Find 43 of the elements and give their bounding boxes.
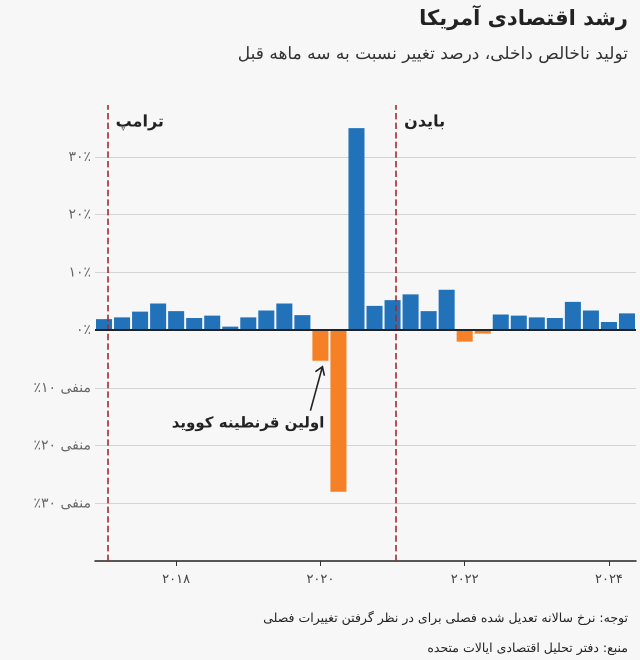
text: منبع: دفتر تحلیل اقتصادی ایالات متحده [427, 640, 628, 655]
x-tick-label: ۲۰۲۲ [450, 572, 479, 587]
bar [402, 294, 419, 330]
ref-line-label: ترامپ [116, 112, 164, 130]
bar [294, 315, 310, 330]
x-tick-label: ۲۰۱۸ [162, 572, 190, 587]
chart-subtitle: تولید ناخالص داخلی، درصد تغییر نسبت به سه ماهه قبل [238, 44, 628, 64]
bar [492, 314, 509, 330]
x-tick-label: ۲۰۲۰ [306, 572, 334, 587]
annotation: اولین قرنطینه کووید [172, 414, 324, 432]
y-tick-label: منفی ۳۰٪ [33, 495, 91, 512]
y-tick-label: منفی ۱۰٪ [33, 380, 91, 396]
bar [276, 304, 292, 330]
y-tick-label: ۲۰٪ [68, 206, 91, 223]
bar [564, 302, 581, 330]
y-tick-label: منفی ۲۰٪ [33, 438, 91, 454]
bar [312, 330, 328, 361]
y-tick-label: ۰٪ [76, 322, 91, 338]
bar [114, 317, 130, 330]
bar [510, 316, 527, 330]
bar [204, 316, 220, 330]
chart-title: رشد اقتصادی آمریکا [419, 6, 628, 30]
y-tick-label: ۳۰٪ [68, 148, 91, 165]
ref-line-label: بایدن [404, 112, 446, 130]
bar [150, 304, 166, 330]
bar [546, 318, 563, 330]
bar [330, 330, 346, 492]
x-tick-label: ۲۰۲۴ [594, 572, 623, 587]
text: توجه: نرخ سالانه تعدیل شده فصلی برای در نظر گرفتن تغییرات فصلی [263, 610, 628, 625]
bar [528, 317, 545, 330]
y-tick-label: ۱۰٪ [68, 264, 91, 280]
bar [132, 312, 148, 330]
bar [186, 318, 202, 330]
bar [420, 311, 437, 330]
bar [348, 128, 364, 330]
bar [582, 310, 599, 330]
bar [456, 330, 473, 342]
bar [240, 317, 256, 330]
bar [168, 311, 184, 330]
bar [438, 290, 455, 330]
bar [618, 313, 635, 330]
bar [258, 310, 274, 330]
bar [366, 306, 383, 330]
